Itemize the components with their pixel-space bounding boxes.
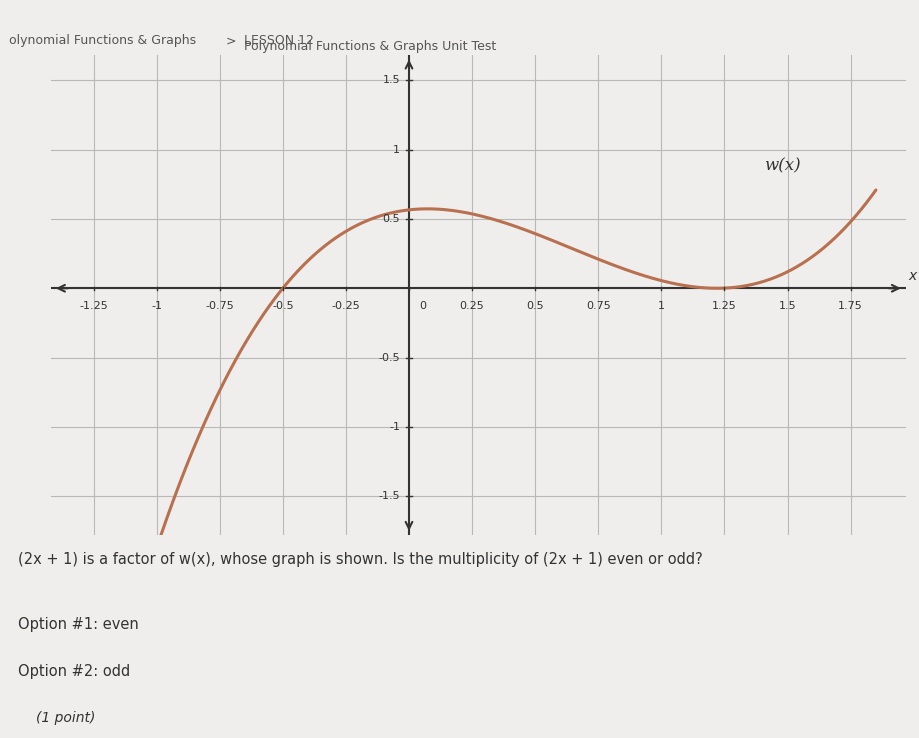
Text: 1: 1 [657, 301, 664, 311]
Text: -0.5: -0.5 [272, 301, 293, 311]
Text: (2x + 1) is a factor of w(x), whose graph is shown. Is the multiplicity of (2x +: (2x + 1) is a factor of w(x), whose grap… [18, 552, 702, 568]
Text: 0.5: 0.5 [526, 301, 543, 311]
Text: 1: 1 [392, 145, 400, 155]
Text: -0.25: -0.25 [331, 301, 360, 311]
Text: 0: 0 [419, 301, 425, 311]
Text: Option #2: odd: Option #2: odd [18, 663, 130, 679]
Text: 1.25: 1.25 [711, 301, 736, 311]
Text: 1.75: 1.75 [837, 301, 862, 311]
Text: (1 point): (1 point) [36, 711, 96, 725]
Text: w(x): w(x) [764, 158, 800, 175]
Text: 1.5: 1.5 [777, 301, 796, 311]
Text: x: x [908, 269, 916, 283]
Text: LESSON 12: LESSON 12 [244, 34, 313, 47]
Text: 0.5: 0.5 [382, 214, 400, 224]
Text: -1.5: -1.5 [378, 492, 400, 501]
Text: Polynomial Functions & Graphs Unit Test: Polynomial Functions & Graphs Unit Test [244, 40, 495, 52]
Text: -0.75: -0.75 [205, 301, 233, 311]
Text: 1.5: 1.5 [382, 75, 400, 86]
Text: -1: -1 [151, 301, 162, 311]
Text: -1.25: -1.25 [79, 301, 108, 311]
Text: 0.25: 0.25 [460, 301, 484, 311]
Text: Option #1: even: Option #1: even [18, 617, 139, 632]
Text: 0.75: 0.75 [585, 301, 610, 311]
Text: -1: -1 [389, 422, 400, 432]
Text: olynomial Functions & Graphs: olynomial Functions & Graphs [9, 34, 196, 47]
Text: >: > [225, 34, 235, 47]
Text: -0.5: -0.5 [378, 353, 400, 362]
